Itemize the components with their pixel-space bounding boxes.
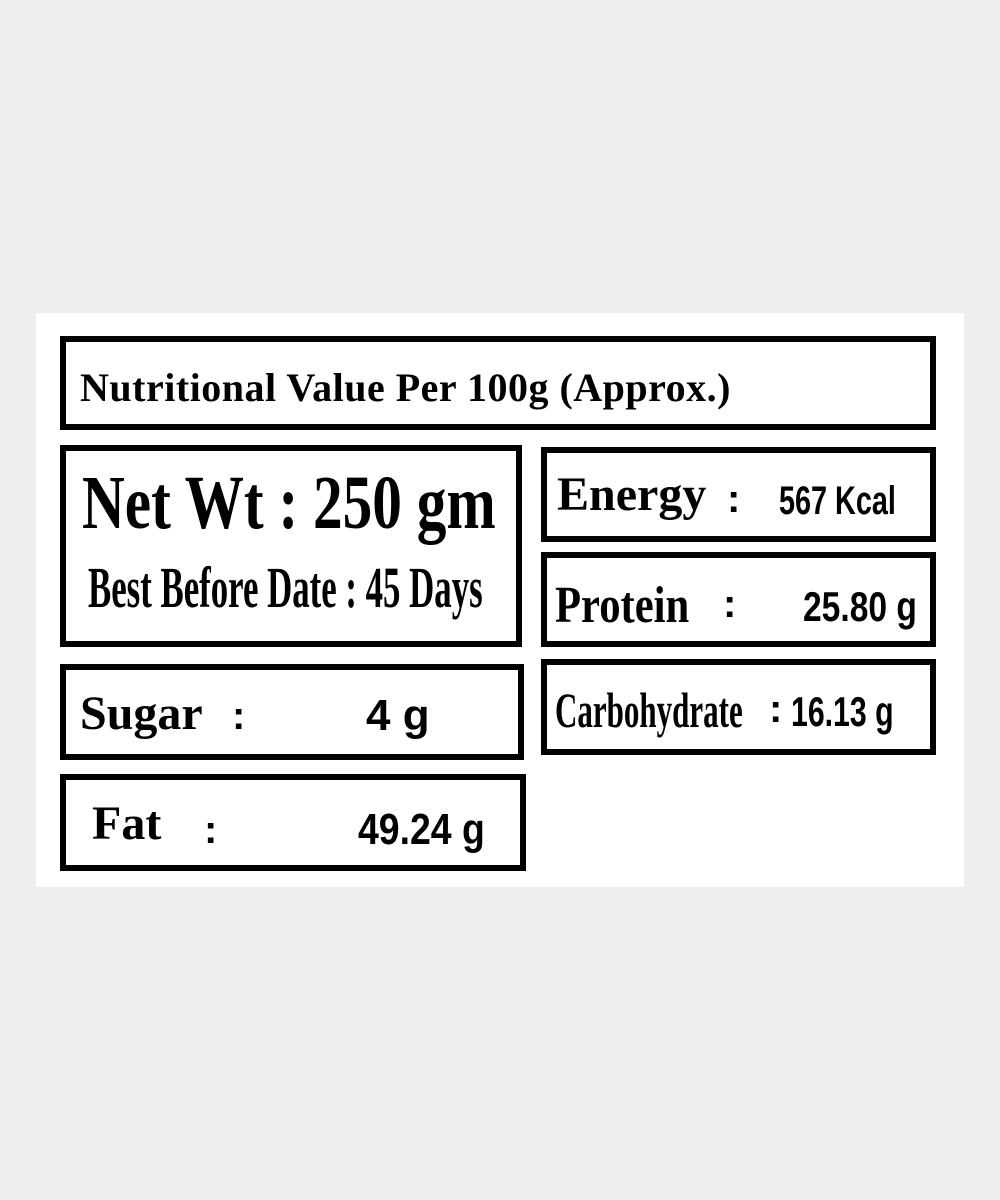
sugar-sep: : xyxy=(232,694,246,738)
best-before-value: 45 Days xyxy=(365,555,483,620)
sugar-box: Sugar : 4 g xyxy=(60,664,524,760)
protein-sep: : xyxy=(723,582,737,626)
fat-box: Fat : 49.24 g xyxy=(60,774,526,871)
best-before-label: Best Before Date : xyxy=(88,555,357,620)
protein-value: 25.80 g xyxy=(803,583,917,630)
title-box: Nutritional Value Per 100g (Approx.) xyxy=(60,336,936,430)
net-weight-line: Net Wt : 250 gm xyxy=(82,465,496,541)
sugar-value: 4 g xyxy=(366,691,430,740)
fat-value: 49.24 g xyxy=(358,805,485,854)
carbohydrate-box: Carbohydrate : 16.13 g xyxy=(541,659,936,755)
best-before-line: Best Before Date : 45 Days xyxy=(88,559,483,617)
carbohydrate-label: Carbohydrate xyxy=(555,682,743,738)
fat-sep: : xyxy=(204,808,218,852)
fat-label: Fat xyxy=(92,797,162,850)
energy-sep: : xyxy=(727,477,741,521)
title: Nutritional Value Per 100g (Approx.) xyxy=(80,365,731,410)
net-weight-box: Net Wt : 250 gm Best Before Date : 45 Da… xyxy=(60,445,522,647)
energy-label: Energy xyxy=(557,468,707,521)
energy-value: 567 Kcal xyxy=(779,479,896,523)
carbohydrate-sep: : xyxy=(769,687,783,731)
protein-label: Protein xyxy=(555,577,690,634)
net-weight-label: Net Wt : xyxy=(82,461,299,545)
net-weight-value: 250 gm xyxy=(313,461,496,545)
energy-box: Energy : 567 Kcal xyxy=(541,447,936,542)
protein-box: Protein : 25.80 g xyxy=(541,552,936,647)
carbohydrate-value: 16.13 g xyxy=(791,688,894,735)
sugar-label: Sugar xyxy=(80,687,203,740)
